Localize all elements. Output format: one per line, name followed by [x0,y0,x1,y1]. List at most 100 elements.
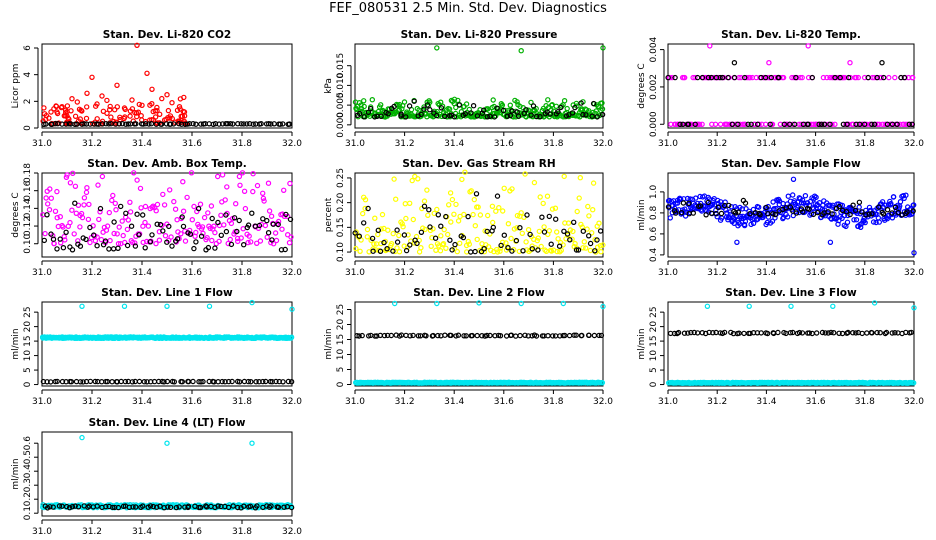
data-point [447,190,454,196]
data-point [871,121,878,128]
x-tick-label: 32.0 [593,268,613,278]
data-point [793,210,800,216]
data-point [361,114,367,120]
x-tick-label: 32.0 [282,268,302,278]
data-point [97,209,103,215]
data-point [399,106,405,112]
data-point [432,235,439,241]
data-point [764,219,771,226]
data-point [871,300,878,306]
panel-title: Stan. Dev. Li-820 CO2 [103,29,231,41]
data-point [596,220,602,226]
data-point [411,98,417,104]
x-tick-label: 31.8 [855,397,875,407]
data-point [847,60,853,66]
data-point [729,121,736,128]
data-point [92,378,98,385]
series-2 [665,197,916,218]
data-point [517,224,523,231]
data-point [365,109,372,116]
data-point [254,240,260,246]
data-point [53,103,59,109]
data-point [263,378,269,385]
data-point [266,120,272,127]
series-2 [667,329,915,337]
data-point [104,97,110,104]
data-point [544,193,551,199]
y-tick-label: 0.6 [649,226,659,241]
data-point [481,245,487,252]
data-point [574,208,580,215]
data-point [83,104,90,110]
data-point [232,200,239,207]
data-point [594,114,600,120]
data-point [390,230,396,237]
data-point [245,239,251,246]
x-tick-label: 31.4 [132,268,152,278]
data-point [378,226,384,232]
data-point [221,222,227,228]
data-point [112,200,119,207]
data-point [122,378,129,385]
data-point [442,113,448,120]
data-point [678,209,685,216]
data-point [361,98,367,104]
panel-title: Stan. Dev. Line 2 Flow [413,287,545,299]
data-point [556,243,563,249]
data-point [449,247,455,253]
data-point [203,503,209,509]
data-point [370,248,376,254]
data-point [152,114,159,120]
data-point [224,184,230,190]
data-point [713,210,719,217]
data-point [850,330,856,336]
data-point [717,74,723,81]
data-point [253,379,259,385]
data-point [827,121,833,128]
data-point [415,333,422,339]
data-point [74,99,81,105]
data-point [84,90,90,97]
data-point [585,203,591,210]
data-point [127,199,133,205]
data-point [575,247,582,253]
data-point [236,379,243,385]
data-point [708,74,715,81]
data-point [721,329,728,336]
panel-title: Stan. Dev. Line 4 (LT) Flow [89,417,246,429]
x-tick-label: 31.6 [494,397,514,407]
x-tick-label: 31.6 [182,139,202,149]
data-point [423,333,429,339]
data-point [866,211,872,217]
data-point [124,242,131,249]
x-tick-label: 31.8 [232,268,252,278]
series-1 [40,170,294,247]
data-point [47,186,53,192]
data-point [223,212,229,218]
data-point [139,503,146,509]
data-point [589,230,595,236]
data-point [392,300,398,307]
data-point [455,97,461,104]
series-1 [353,300,606,386]
data-point [205,210,211,216]
data-point [41,111,48,117]
data-point [862,219,868,226]
y-tick-label: 0 [23,381,33,387]
data-point [686,200,692,206]
data-point [164,91,170,98]
data-point [500,208,506,214]
data-point [94,503,100,509]
data-point [886,74,892,81]
data-point [134,211,140,217]
data-point [435,212,441,218]
data-point [505,220,512,227]
data-point [482,228,488,234]
data-point [691,329,697,336]
data-point [549,206,556,212]
data-point [280,379,286,385]
data-point [87,378,94,385]
data-point [182,238,189,244]
data-point [391,176,397,182]
data-point [288,334,295,340]
